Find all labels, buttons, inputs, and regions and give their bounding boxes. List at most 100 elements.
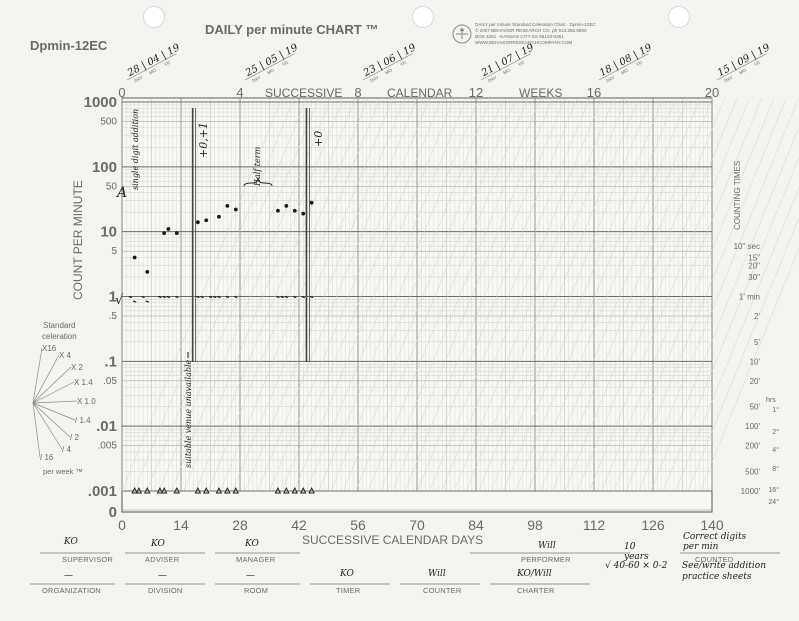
date-sublabel: YR bbox=[635, 60, 644, 68]
grid-diagonal bbox=[638, 97, 799, 492]
grid-diagonal bbox=[318, 97, 480, 492]
data-point-dash bbox=[132, 300, 137, 303]
fan-line bbox=[32, 402, 76, 421]
data-point-dash bbox=[158, 295, 162, 299]
performer-value[interactable]: Will bbox=[538, 541, 556, 551]
manager-value[interactable]: KO bbox=[245, 539, 259, 549]
date-sublabel: YR bbox=[753, 60, 762, 68]
data-point-dash bbox=[166, 295, 171, 299]
data-point-dot bbox=[204, 218, 209, 223]
right-hrs-label: 24° bbox=[768, 498, 779, 506]
grid-diagonal bbox=[527, 97, 689, 492]
date-sublabel: DAY bbox=[487, 75, 497, 84]
annotation-phase-1: +0,+1 bbox=[197, 122, 210, 158]
right-hrs-label: 4° bbox=[772, 446, 779, 454]
supervisor-value[interactable]: KO bbox=[64, 537, 78, 547]
right-axis-label: COUNTING TIMES bbox=[733, 161, 742, 230]
room-value[interactable]: — bbox=[246, 571, 255, 581]
right-time-label: 1' min bbox=[739, 293, 760, 302]
left-tick-label: .005 bbox=[98, 441, 118, 452]
annotation-phase-2: +0 bbox=[312, 131, 325, 147]
data-point-dash bbox=[196, 295, 200, 299]
date-sublabel: DAY bbox=[133, 75, 143, 84]
data-point-dash bbox=[200, 295, 204, 299]
binder-hole bbox=[412, 6, 434, 28]
date-header-text[interactable]: 25 | 05 | 19 bbox=[243, 42, 300, 80]
annotation-half-term: Half term bbox=[253, 146, 262, 187]
grid-diagonal bbox=[699, 247, 799, 492]
organization-value[interactable]: — bbox=[64, 571, 73, 581]
half-term-brace bbox=[243, 177, 273, 187]
left-tick-label: .05 bbox=[103, 376, 117, 387]
grid-diagonal bbox=[503, 97, 664, 492]
aim-value[interactable]: √ 40-60 × 0-2 bbox=[605, 561, 668, 571]
counted-value[interactable]: Correct digits per min bbox=[683, 532, 747, 552]
left-tick-label: 50 bbox=[106, 181, 118, 192]
week-tick-label: 8 bbox=[354, 85, 361, 100]
bottom-tick-label: 112 bbox=[583, 517, 606, 533]
materials-value[interactable]: See/write addition practice sheets bbox=[682, 561, 767, 582]
charter-value[interactable]: KO/Will bbox=[517, 569, 552, 579]
publisher-line: WWW.BEHAVIORRESEARCHCOMPANY.COM bbox=[475, 40, 572, 45]
grid-diagonal bbox=[207, 97, 369, 492]
data-point-triangle bbox=[131, 486, 138, 494]
data-point-dot bbox=[284, 203, 289, 208]
adviser-value[interactable]: KO bbox=[151, 539, 165, 549]
age-value[interactable]: 10 years bbox=[624, 542, 649, 562]
grid-diagonal bbox=[404, 97, 566, 492]
right-axis-times: 10" sec 15"20" 30" 1' min 2' 5' 10' 20' 50' 100' 2… bbox=[734, 242, 761, 496]
celeration-title: Standard bbox=[43, 321, 75, 330]
manager-label: MANAGER bbox=[236, 555, 276, 564]
data-point-triangle bbox=[156, 486, 164, 494]
grid-diagonal bbox=[367, 97, 529, 492]
right-time-label: 30" bbox=[748, 273, 760, 282]
grid-diagonal bbox=[478, 97, 639, 492]
data-point-dash bbox=[213, 295, 217, 299]
timer-value[interactable]: KO bbox=[340, 569, 354, 579]
binder-hole bbox=[668, 6, 690, 28]
date-header-text[interactable]: 28 | 04 | 19 bbox=[125, 42, 182, 80]
right-time-label: 5' bbox=[754, 338, 760, 347]
top-label-weeks: WEEKS bbox=[519, 86, 562, 100]
right-time-label: 10" sec bbox=[734, 242, 760, 251]
fan-line bbox=[32, 381, 75, 404]
celeration-footer: per week ™ bbox=[43, 467, 83, 476]
data-point-dot bbox=[217, 214, 221, 219]
left-tick-label: .1 bbox=[104, 353, 117, 370]
data-point-dash bbox=[301, 295, 305, 299]
data-point-triangle bbox=[135, 486, 143, 494]
grid-diagonal bbox=[306, 97, 467, 492]
binder-hole bbox=[143, 6, 165, 28]
data-point-triangle bbox=[194, 486, 202, 494]
fan-label: / 16 bbox=[40, 453, 54, 462]
date-header-text[interactable]: 21 | 07 | 19 bbox=[479, 42, 536, 80]
date-header-text[interactable]: 23 | 06 | 19 bbox=[361, 42, 418, 80]
publisher-line: DAILY per minute Standard Celeration Cha… bbox=[475, 22, 597, 27]
data-point-dot bbox=[162, 231, 167, 236]
grid-lines bbox=[121, 97, 799, 511]
bottom-tick-label: 42 bbox=[291, 517, 307, 533]
bottom-tick-label: 0 bbox=[118, 517, 126, 533]
data-point-triangle bbox=[308, 486, 315, 494]
counter-value[interactable]: Will bbox=[428, 569, 446, 579]
week-tick-label: 12 bbox=[469, 85, 483, 100]
date-sublabel: MO bbox=[620, 67, 629, 75]
data-point-dot bbox=[145, 269, 150, 274]
data-point-triangle bbox=[291, 486, 299, 494]
charter-label: CHARTER bbox=[517, 586, 555, 595]
data-point-triangle bbox=[144, 486, 151, 494]
data-point-dash bbox=[276, 295, 280, 299]
grid-diagonal bbox=[392, 97, 553, 492]
data-point-dot bbox=[292, 208, 297, 213]
performer-label: PERFORMER bbox=[521, 555, 571, 564]
division-value[interactable]: — bbox=[158, 571, 167, 581]
left-tick-label: 1 bbox=[109, 289, 117, 306]
right-hrs-label: 16° bbox=[768, 486, 779, 494]
left-tick-label: 0 bbox=[109, 504, 117, 521]
timer-label: TIMER bbox=[336, 586, 361, 595]
grid-diagonal bbox=[453, 97, 615, 492]
